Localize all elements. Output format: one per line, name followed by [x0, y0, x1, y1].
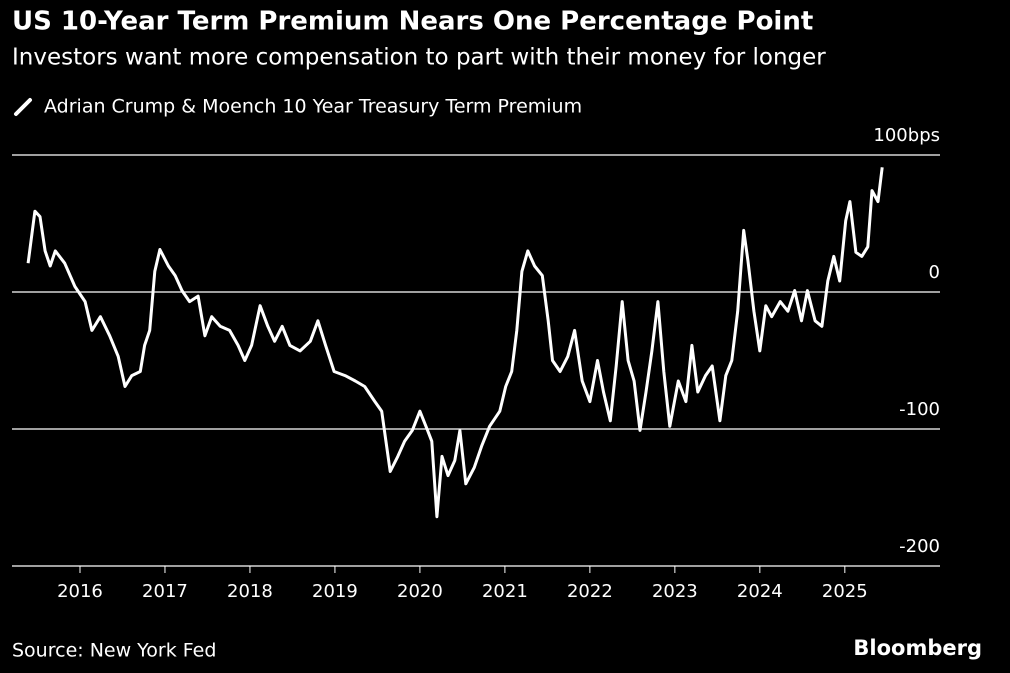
x-tick-label: 2021: [482, 581, 528, 602]
y-tick-label: -200: [899, 536, 940, 557]
legend-swatch: [14, 98, 32, 116]
x-tick-label: 2024: [737, 581, 783, 602]
x-tick-label: 2018: [227, 581, 273, 602]
x-tick-label: 2020: [397, 581, 443, 602]
chart-subtitle: Investors want more compensation to part…: [12, 45, 826, 71]
source: Source: New York Fed: [12, 640, 216, 662]
x-tick-label: 2016: [57, 581, 103, 602]
x-tick-label: 2019: [312, 581, 358, 602]
x-tick-label: 2023: [652, 581, 698, 602]
x-tick-label: 2025: [822, 581, 868, 602]
x-tick-label: 2017: [142, 581, 188, 602]
legend-label: Adrian Crump & Moench 10 Year Treasury T…: [44, 96, 582, 118]
y-tick-label: 0: [929, 262, 940, 283]
chart-title: US 10-Year Term Premium Nears One Percen…: [12, 7, 813, 37]
y-tick-label: -100: [899, 399, 940, 420]
series-line: [26, 167, 884, 519]
credit: Bloomberg: [853, 636, 982, 660]
x-tick-label: 2022: [567, 581, 613, 602]
y-tick-label: 100bps: [873, 125, 940, 146]
